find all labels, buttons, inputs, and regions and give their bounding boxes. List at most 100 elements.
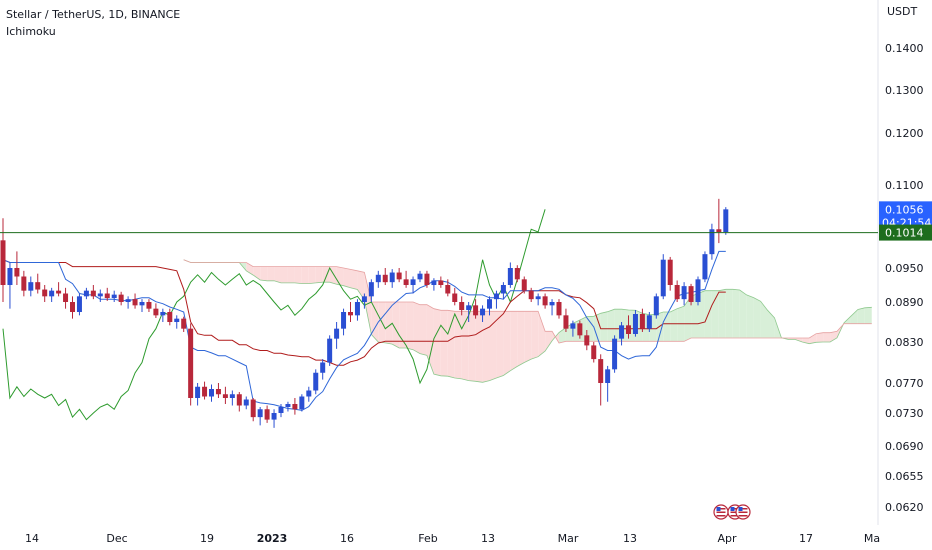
candle-body xyxy=(473,305,479,316)
candle-body xyxy=(438,280,444,285)
cloud-segment xyxy=(392,302,400,348)
symbol-title: Stellar / TetherUS, 1D, BINANCE xyxy=(6,8,181,21)
kijun-sen xyxy=(2,259,726,366)
price-tick-label: 0.1300 xyxy=(885,84,924,97)
cloud-segment xyxy=(281,266,288,283)
candle-body xyxy=(709,229,715,255)
candle-body xyxy=(688,286,694,302)
cloud-segment xyxy=(287,266,295,283)
cloud-segment xyxy=(482,311,490,383)
cloud-segment xyxy=(864,307,872,324)
candle-body xyxy=(236,394,242,406)
cloud-segment xyxy=(823,332,831,342)
indicator-label: Ichimoku xyxy=(6,25,56,38)
price-tick-label: 0.0830 xyxy=(885,336,924,349)
cloud-segment xyxy=(308,266,316,284)
candle-body xyxy=(417,273,423,280)
candle-body xyxy=(97,293,103,297)
cloud-segment xyxy=(454,311,462,379)
cloud-segment xyxy=(600,311,608,342)
current-price-label: 0.1056 xyxy=(885,203,924,216)
cloud-segment xyxy=(510,311,518,371)
candle-body xyxy=(681,286,687,300)
candle-body xyxy=(313,372,319,391)
cloud-segment xyxy=(684,296,692,342)
cloud-segment xyxy=(545,331,553,352)
cloud-segment xyxy=(343,268,351,288)
candle-body xyxy=(222,394,228,398)
candle-body xyxy=(584,335,590,346)
candle-body xyxy=(21,276,27,291)
candle-body xyxy=(542,296,548,306)
cloud-segment xyxy=(489,311,497,381)
ichimoku-cloud xyxy=(183,259,872,383)
candle-body xyxy=(285,404,291,407)
cloud-segment xyxy=(586,316,594,342)
time-tick-label: Dec xyxy=(106,532,127,545)
time-tick-label: 13 xyxy=(481,532,495,545)
cloud-segment xyxy=(767,310,775,338)
candle-body xyxy=(306,390,312,397)
cloud-segment xyxy=(413,302,420,354)
candle-body xyxy=(549,302,555,306)
cloud-segment xyxy=(433,308,441,376)
candle-body xyxy=(632,314,638,334)
cloud-segment xyxy=(691,293,698,338)
cloud-segment xyxy=(420,304,427,356)
chikou-span xyxy=(2,209,546,421)
flag-stripe xyxy=(730,508,740,510)
flag-stripe xyxy=(738,515,748,517)
candle-body xyxy=(292,404,298,410)
price-tick-label: 0.0730 xyxy=(885,407,924,420)
candle-body xyxy=(7,268,13,285)
time-tick-label: Mar xyxy=(558,532,579,545)
candle-body xyxy=(354,302,360,316)
flag-canton xyxy=(716,507,721,511)
cloud-segment xyxy=(461,311,469,381)
candle-body xyxy=(396,272,402,280)
flag-canton xyxy=(730,507,735,511)
candle-body xyxy=(487,299,492,309)
senkou-span-a xyxy=(183,259,872,383)
candle-body xyxy=(341,312,347,329)
cloud-segment xyxy=(406,302,414,350)
cloud-segment xyxy=(698,290,705,338)
price-tick-label: 0.0620 xyxy=(885,501,924,514)
cloud-segment xyxy=(753,297,761,338)
cloud-segment xyxy=(426,304,434,375)
cloud-segment xyxy=(517,311,525,367)
candle-body xyxy=(424,273,430,285)
level-price-box xyxy=(879,224,932,241)
cloud-segment xyxy=(315,266,323,283)
cloud-segment xyxy=(538,311,546,357)
cloud-segment xyxy=(830,331,837,342)
candle-body xyxy=(660,259,666,297)
candle-body xyxy=(250,399,256,418)
candle-body xyxy=(556,302,562,316)
candle-body xyxy=(500,285,506,294)
chart-header: Stellar / TetherUS, 1D, BINANCE Ichimoku xyxy=(6,8,180,38)
cloud-segment xyxy=(385,302,393,345)
candle-body xyxy=(577,323,583,336)
cloud-segment xyxy=(746,294,754,338)
cloud-segment xyxy=(850,309,858,324)
candle-body xyxy=(382,274,388,283)
candle-body xyxy=(299,396,305,410)
cloud-segment xyxy=(809,333,817,344)
time-tick-label: 2023 xyxy=(257,532,288,545)
cloud-segment xyxy=(267,266,275,281)
price-tick-label: 0.0950 xyxy=(885,262,924,275)
time-axis: 14 Dec 19 2023 16 Feb 13 Mar 13 Apr 17 Ma xyxy=(25,532,880,545)
time-tick-label: 17 xyxy=(799,532,813,545)
candle-body xyxy=(195,386,201,398)
candle-body xyxy=(667,259,673,285)
candle-body xyxy=(76,296,82,312)
price-tick-label: 0.1200 xyxy=(885,127,924,140)
candle-body xyxy=(257,409,263,418)
candle-body xyxy=(598,359,604,383)
candle-body xyxy=(118,294,124,302)
candle-body xyxy=(174,318,180,322)
price-tick-label: 0.1400 xyxy=(885,42,924,55)
candle-body xyxy=(619,325,625,339)
